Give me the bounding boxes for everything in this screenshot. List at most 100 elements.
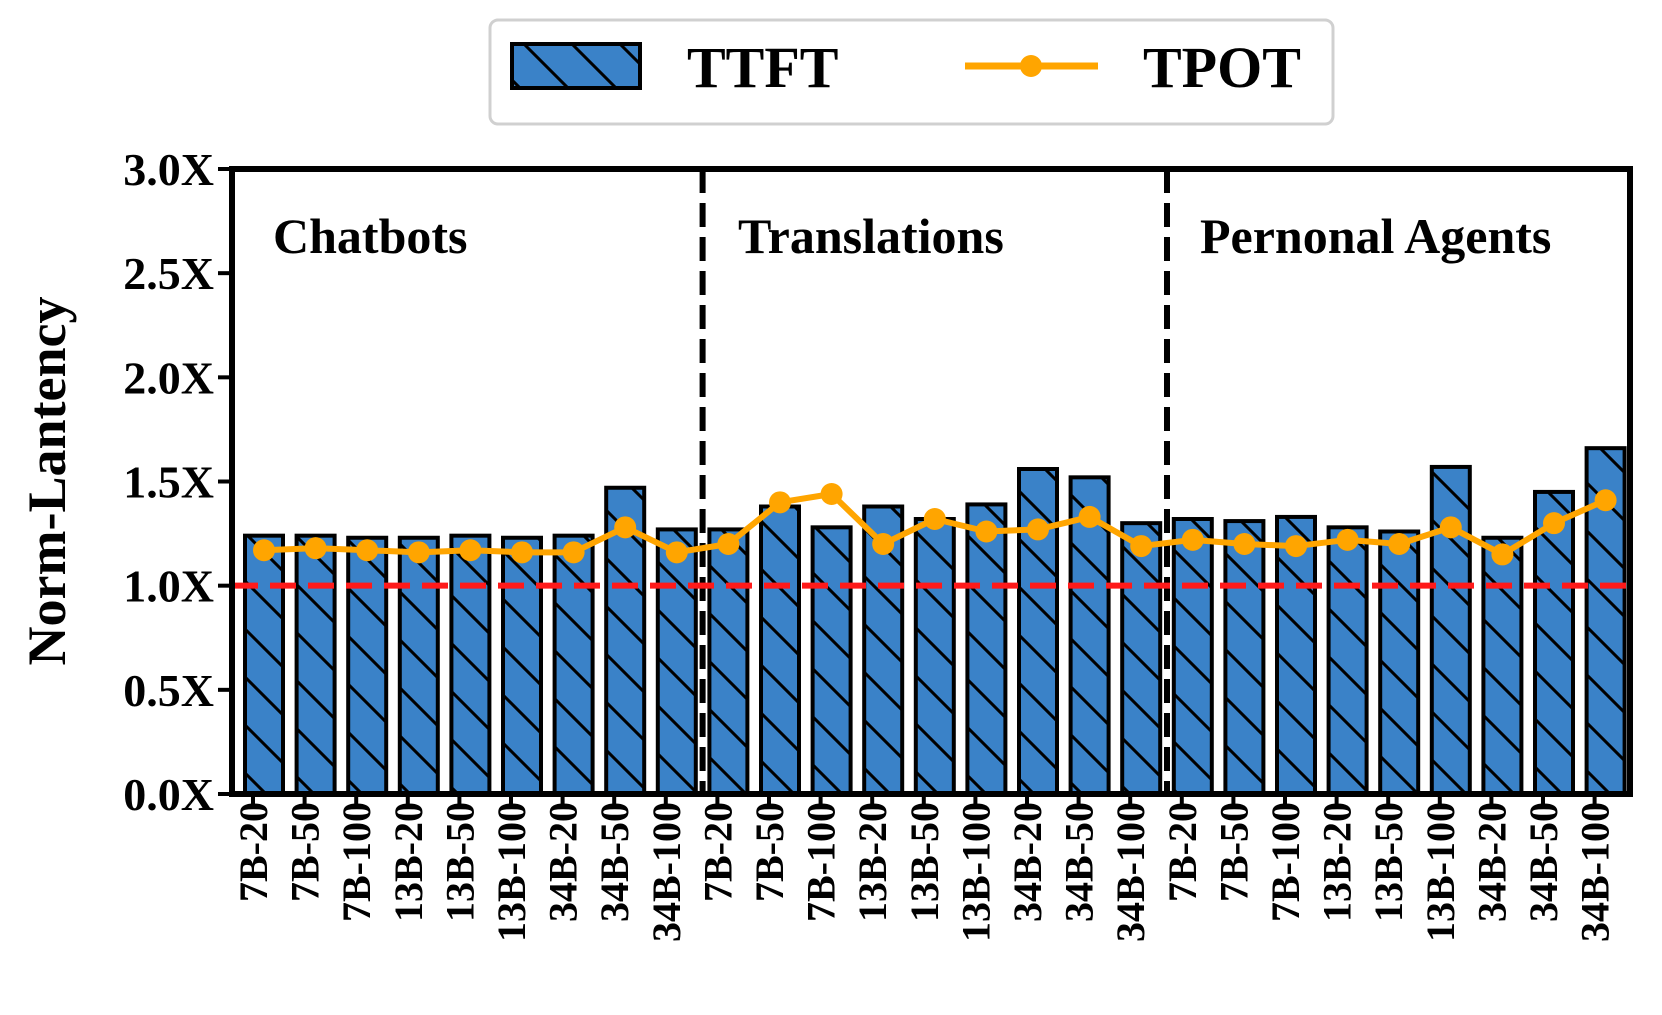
tpot-point — [1130, 535, 1153, 558]
legend-ttft-hatch — [512, 44, 640, 88]
ttft-bar-hatch — [1070, 477, 1109, 794]
group-label: Chatbots — [273, 208, 467, 264]
legend-tpot-marker — [1020, 55, 1042, 77]
x-tick-label: 7B-100 — [1263, 802, 1308, 922]
ttft-bar-hatch — [915, 519, 954, 794]
x-tick-label: 7B-50 — [1211, 802, 1256, 902]
y-axis-label: Norm-Lantency — [17, 297, 77, 666]
ttft-bar-hatch — [1225, 521, 1264, 794]
ttft-bar-hatch — [657, 529, 696, 794]
ttft-bar-hatch — [245, 535, 283, 794]
tpot-point — [975, 520, 998, 543]
ttft-bar-hatch — [554, 535, 593, 794]
x-tick-label: 7B-20 — [231, 802, 276, 902]
x-tick-label: 7B-50 — [747, 802, 792, 902]
x-tick-label: 34B-20 — [541, 802, 586, 922]
x-tick-label: 13B-20 — [850, 802, 895, 922]
tpot-point — [459, 539, 482, 562]
ttft-bar-hatch — [399, 537, 438, 794]
ttft-bar-hatch — [451, 535, 490, 794]
y-tick-label: 2.0X — [123, 352, 214, 403]
y-axis-ticks: 0.0X 0.5X 1.0X 1.5X 2.0X 2.5X 3.0X — [123, 144, 232, 820]
y-tick-label: 1.5X — [123, 457, 214, 508]
tpot-point — [1078, 505, 1101, 528]
tpot-point — [872, 533, 895, 555]
legend-entry-tpot: TPOT — [965, 35, 1301, 100]
tpot-point — [1388, 533, 1411, 555]
tpot-point — [1285, 535, 1307, 558]
tpot-point — [769, 491, 791, 514]
tpot-point — [1439, 516, 1462, 539]
x-tick-label: 34B-20 — [1469, 802, 1514, 922]
x-tick-label: 13B-50 — [1366, 802, 1411, 922]
y-tick-label: 2.5X — [123, 248, 214, 299]
ttft-bar-hatch — [296, 535, 335, 794]
tpot-point — [1491, 543, 1514, 566]
x-tick-label: 13B-50 — [437, 802, 482, 922]
tpot-point — [253, 539, 275, 562]
ttft-bar-hatch — [606, 487, 645, 794]
x-tick-label: 34B-100 — [1108, 802, 1153, 942]
x-tick-label: 7B-50 — [283, 802, 328, 902]
ttft-bar-hatch — [1173, 519, 1212, 794]
plot-frame — [229, 166, 1633, 797]
ttft-bar-hatch — [1535, 491, 1573, 794]
tpot-point — [923, 508, 946, 530]
group-label: Translations — [738, 208, 1004, 264]
ttft-bar-hatch — [1431, 466, 1470, 794]
group-separators — [699, 169, 1170, 794]
tpot-point — [1027, 518, 1049, 541]
group-labels: Chatbots Translations Pernonal Agents — [273, 208, 1551, 264]
ttft-bar-hatch — [967, 504, 1006, 794]
tpot-point — [356, 539, 379, 562]
x-tick-label: 34B-20 — [1005, 802, 1050, 922]
tpot-point — [562, 541, 585, 564]
x-tick-label: 34B-100 — [644, 802, 689, 942]
ttft-bar-hatch — [503, 537, 541, 794]
ttft-bar-hatch — [709, 529, 748, 794]
tpot-point — [820, 483, 843, 505]
tpot-point — [304, 537, 327, 560]
tpot-point — [1181, 528, 1204, 551]
legend-tpot-label: TPOT — [1143, 35, 1301, 100]
ttft-bar-hatch — [1122, 523, 1161, 794]
x-tick-label: 13B-100 — [953, 802, 998, 942]
group-label: Pernonal Agents — [1200, 208, 1551, 264]
ttft-bar-hatch — [1483, 537, 1522, 794]
legend-frame — [488, 18, 1335, 126]
ttft-bar-hatch — [1277, 516, 1315, 794]
x-tick-label: 7B-20 — [695, 802, 740, 902]
tpot-point — [1336, 528, 1359, 551]
ttft-bar-hatch — [1380, 531, 1419, 794]
x-tick-label: 13B-100 — [489, 802, 534, 942]
legend-ttft-label: TTFT — [687, 35, 839, 100]
x-tick-label: 13B-20 — [386, 802, 431, 922]
x-tick-label: 7B-100 — [334, 802, 379, 922]
x-tick-label: 13B-20 — [1315, 802, 1360, 922]
ttft-bar-hatch — [812, 527, 851, 794]
x-tick-label: 7B-20 — [1160, 802, 1205, 902]
tpot-point — [717, 533, 740, 555]
ttft-bar-hatch — [761, 506, 799, 794]
tpot-point — [511, 541, 533, 564]
legend: TTFT TPOT — [488, 18, 1335, 126]
x-tick-label: 13B-50 — [902, 802, 947, 922]
tpot-point — [407, 541, 430, 564]
tpot-point — [614, 516, 637, 539]
y-tick-label: 0.0X — [123, 769, 214, 820]
x-tick-label: 34B-50 — [1521, 802, 1566, 922]
ttft-bar-hatch — [1328, 527, 1367, 794]
x-tick-label: 13B-100 — [1418, 802, 1463, 942]
y-tick-label: 1.0X — [123, 561, 214, 612]
tpot-point — [1543, 512, 1565, 535]
x-tick-label: 7B-100 — [799, 802, 844, 922]
y-tick-label: 0.5X — [123, 665, 214, 716]
tpot-point — [1594, 489, 1617, 512]
ttft-bar-hatch — [348, 537, 387, 794]
y-tick-label: 3.0X — [123, 144, 214, 195]
legend-entry-ttft: TTFT — [510, 35, 839, 100]
x-axis-ticks: 7B-20 7B-50 7B-100 13B-20 13B-50 13B-100 34B-2… — [231, 794, 1618, 942]
x-tick-label: 34B-100 — [1573, 802, 1618, 942]
tpot-point — [665, 541, 688, 564]
